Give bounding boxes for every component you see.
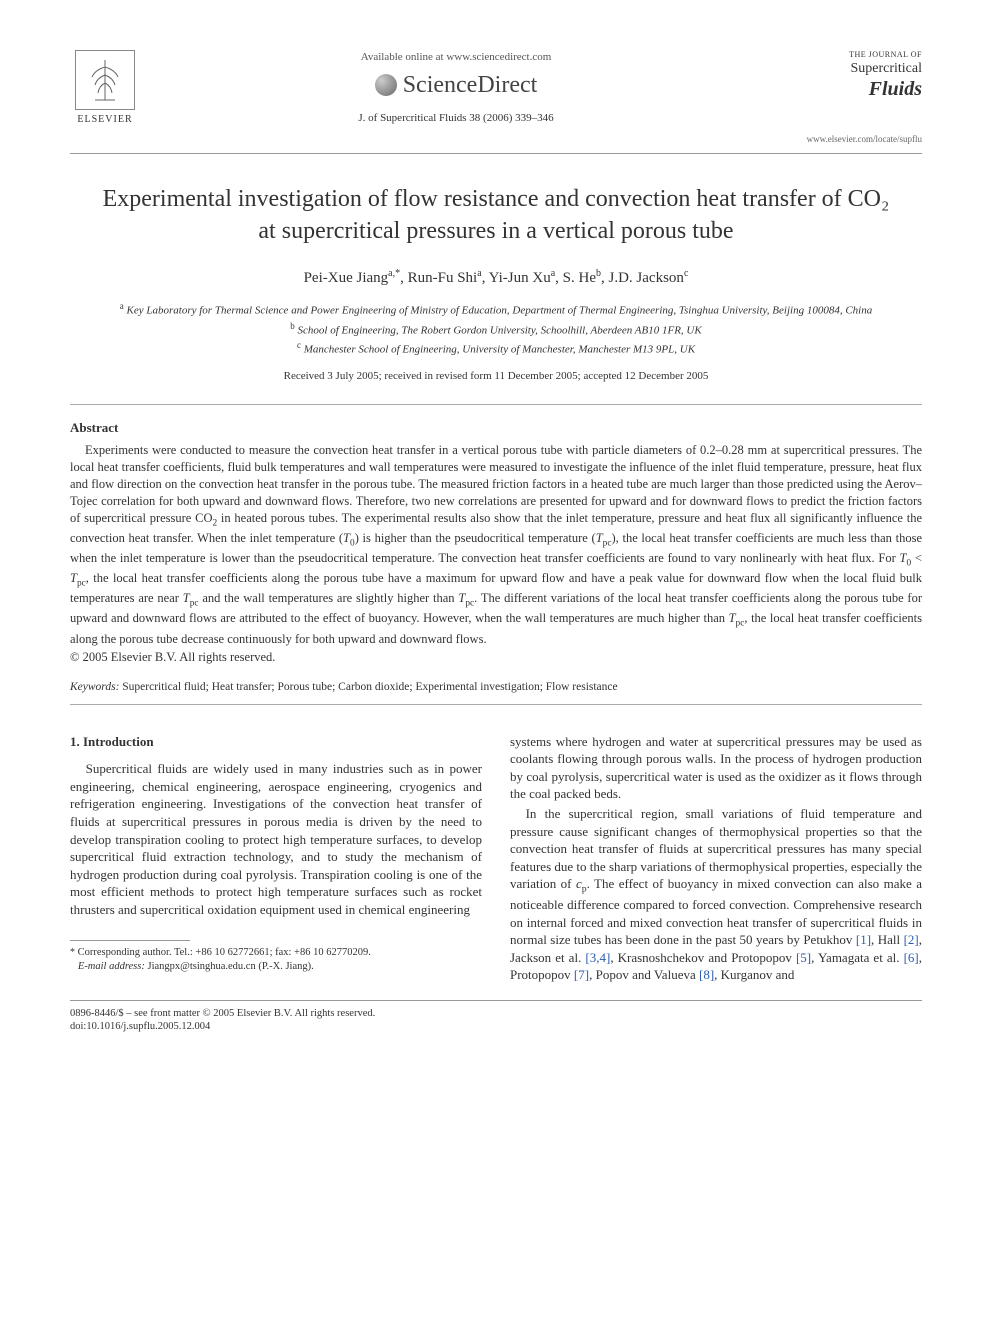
keywords-values: Supercritical fluid; Heat transfer; Poro… — [122, 681, 617, 693]
footnote-rule — [70, 940, 190, 941]
journal-logo-supercritical: Supercritical — [772, 61, 922, 76]
affiliations: a Key Laboratory for Thermal Science and… — [70, 300, 922, 359]
footer-rule — [70, 1000, 922, 1001]
intro-para-1-cont: systems where hydrogen and water at supe… — [510, 733, 922, 803]
abstract-top-rule — [70, 404, 922, 405]
abstract-body: Experiments were conducted to measure th… — [70, 442, 922, 647]
journal-reference: J. of Supercritical Fluids 38 (2006) 339… — [160, 111, 752, 126]
publisher-name: ELSEVIER — [77, 113, 132, 127]
intro-para-2: In the supercritical region, small varia… — [510, 805, 922, 984]
keywords-label: Keywords: — [70, 681, 119, 693]
header-rule — [70, 153, 922, 154]
authors-list: Pei-Xue Jianga,*, Run-Fu Shia, Yi-Jun Xu… — [70, 267, 922, 288]
footnote-corr: * Corresponding author. Tel.: +86 10 627… — [70, 946, 482, 960]
section-1-heading: 1. Introduction — [70, 733, 482, 751]
copyright-text: © 2005 Elsevier B.V. All rights reserved… — [70, 649, 922, 666]
keywords-line: Keywords: Supercritical fluid; Heat tran… — [70, 680, 922, 696]
page-header: ELSEVIER Available online at www.science… — [70, 50, 922, 145]
affiliation-a: a Key Laboratory for Thermal Science and… — [70, 300, 922, 320]
journal-url: www.elsevier.com/locate/supflu — [772, 133, 922, 145]
article-title: Experimental investigation of flow resis… — [100, 184, 892, 246]
right-column: systems where hydrogen and water at supe… — [510, 733, 922, 986]
journal-logo-top: THE JOURNAL OF — [772, 50, 922, 61]
journal-logo: THE JOURNAL OF Supercritical Fluids www.… — [772, 50, 922, 145]
abstract-bottom-rule — [70, 704, 922, 705]
body-columns: 1. Introduction Supercritical fluids are… — [70, 733, 922, 986]
affiliation-b: b School of Engineering, The Robert Gord… — [70, 320, 922, 340]
available-online-text: Available online at www.sciencedirect.co… — [160, 50, 752, 65]
elsevier-tree-icon — [75, 50, 135, 110]
intro-para-1: Supercritical fluids are widely used in … — [70, 760, 482, 918]
affiliation-c: c Manchester School of Engineering, Univ… — [70, 339, 922, 359]
corresponding-author-footnote: * Corresponding author. Tel.: +86 10 627… — [70, 946, 482, 973]
elsevier-logo: ELSEVIER — [70, 50, 140, 130]
footer-text: 0896-8446/$ – see front matter © 2005 El… — [70, 1007, 922, 1034]
sciencedirect-text: ScienceDirect — [403, 69, 538, 101]
center-header: Available online at www.sciencedirect.co… — [140, 50, 772, 126]
article-dates: Received 3 July 2005; received in revise… — [70, 369, 922, 384]
journal-logo-fluids: Fluids — [772, 76, 922, 103]
abstract-text: Experiments were conducted to measure th… — [70, 442, 922, 647]
footer-line-2: doi:10.1016/j.supflu.2005.12.004 — [70, 1020, 922, 1034]
footer-line-1: 0896-8446/$ – see front matter © 2005 El… — [70, 1007, 922, 1021]
footnote-email: E-mail address: Jiangpx@tsinghua.edu.cn … — [70, 960, 482, 974]
sciencedirect-brand: ScienceDirect — [160, 69, 752, 101]
abstract-heading: Abstract — [70, 419, 922, 437]
sciencedirect-icon — [375, 74, 397, 96]
left-column: 1. Introduction Supercritical fluids are… — [70, 733, 482, 986]
